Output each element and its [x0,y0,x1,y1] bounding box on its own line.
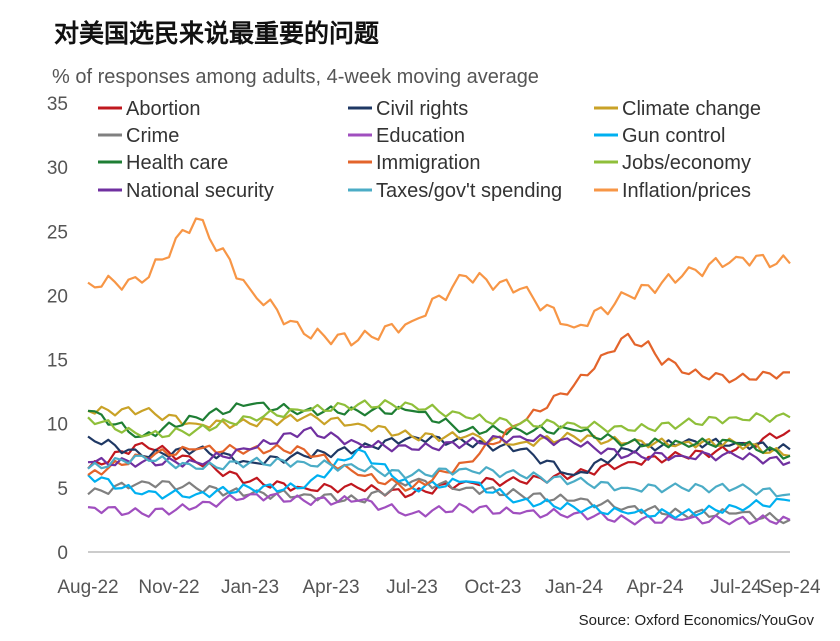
legend-label: Crime [126,125,179,147]
legend-label: National security [126,180,274,202]
x-tick-label: Nov-22 [138,577,199,598]
x-tick-label: Aug-22 [57,577,118,598]
series-line-immigration [87,332,791,492]
x-tick-label: Jan-24 [545,577,604,598]
series-line-crime [87,477,791,525]
chart-title: 对美国选民来说最重要的问题 [54,19,380,48]
legend-label: Immigration [376,152,480,174]
x-tick-label: Oct-23 [464,577,521,598]
y-tick-label: 10 [47,415,68,436]
x-tick-label: Apr-24 [626,577,683,598]
y-tick-label: 15 [47,351,68,372]
x-tick-label: Jul-23 [386,577,438,598]
legend-label: Gun control [622,125,725,147]
legend-label: Health care [126,152,228,174]
x-tick-label: Jan-23 [221,577,279,598]
series-line-taxes-gov-t-spending [87,454,791,498]
legend-label: Education [376,125,465,147]
legend-label: Civil rights [376,98,468,120]
legend-label: Inflation/prices [622,180,751,202]
y-tick-label: 0 [57,543,68,564]
legend-label: Climate change [622,98,761,120]
series-line-jobs-economy [87,399,791,439]
series-line-inflation-prices [87,217,791,347]
chart-subtitle: % of responses among adults, 4-week movi… [52,66,539,88]
series-line-gun-control [87,448,791,519]
y-tick-label: 30 [47,158,68,179]
x-tick-label: Sep-24 [759,577,821,598]
series-line-education [87,492,791,526]
series-line-national-security [87,426,791,468]
x-tick-label: Apr-23 [302,577,359,598]
source-note: Source: Oxford Economics/YouGov [578,612,814,629]
y-tick-label: 5 [57,479,68,500]
y-tick-label: 25 [47,222,68,243]
series-line-health-care [87,401,791,460]
legend-label: Taxes/gov't spending [376,180,562,202]
legend-label: Abortion [126,98,201,120]
legend-label: Jobs/economy [622,152,751,174]
y-tick-label: 20 [47,286,68,307]
y-tick-label: 35 [47,94,68,115]
x-tick-label: Jul-24 [710,577,762,598]
